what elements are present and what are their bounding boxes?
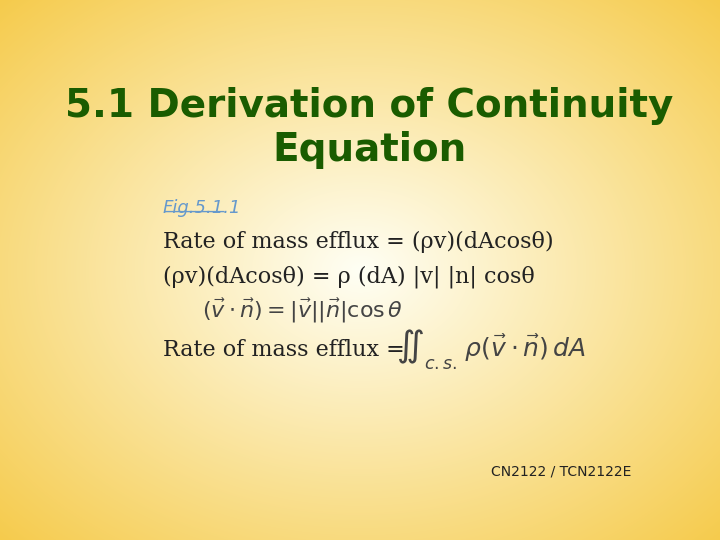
Text: Rate of mass efflux = (ρv)(dAcosθ): Rate of mass efflux = (ρv)(dAcosθ) — [163, 231, 553, 253]
Text: Equation: Equation — [272, 131, 466, 169]
Text: Fig.5.1.1: Fig.5.1.1 — [163, 199, 241, 217]
Text: $\iint_{c.s.}\,\rho(\vec{v}\cdot\vec{n})\,dA$: $\iint_{c.s.}\,\rho(\vec{v}\cdot\vec{n})… — [396, 327, 585, 372]
Text: CN2122 / TCN2122E: CN2122 / TCN2122E — [491, 464, 631, 478]
Text: $(\vec{v}\cdot\vec{n}) = |\vec{v}||\vec{n}|\cos\theta$: $(\vec{v}\cdot\vec{n}) = |\vec{v}||\vec{… — [202, 297, 402, 325]
Text: (ρv)(dAcosθ) = ρ (dA) |v| |n| cosθ: (ρv)(dAcosθ) = ρ (dA) |v| |n| cosθ — [163, 266, 534, 288]
Text: Rate of mass efflux =: Rate of mass efflux = — [163, 339, 411, 361]
Text: 5.1 Derivation of Continuity: 5.1 Derivation of Continuity — [65, 87, 673, 125]
